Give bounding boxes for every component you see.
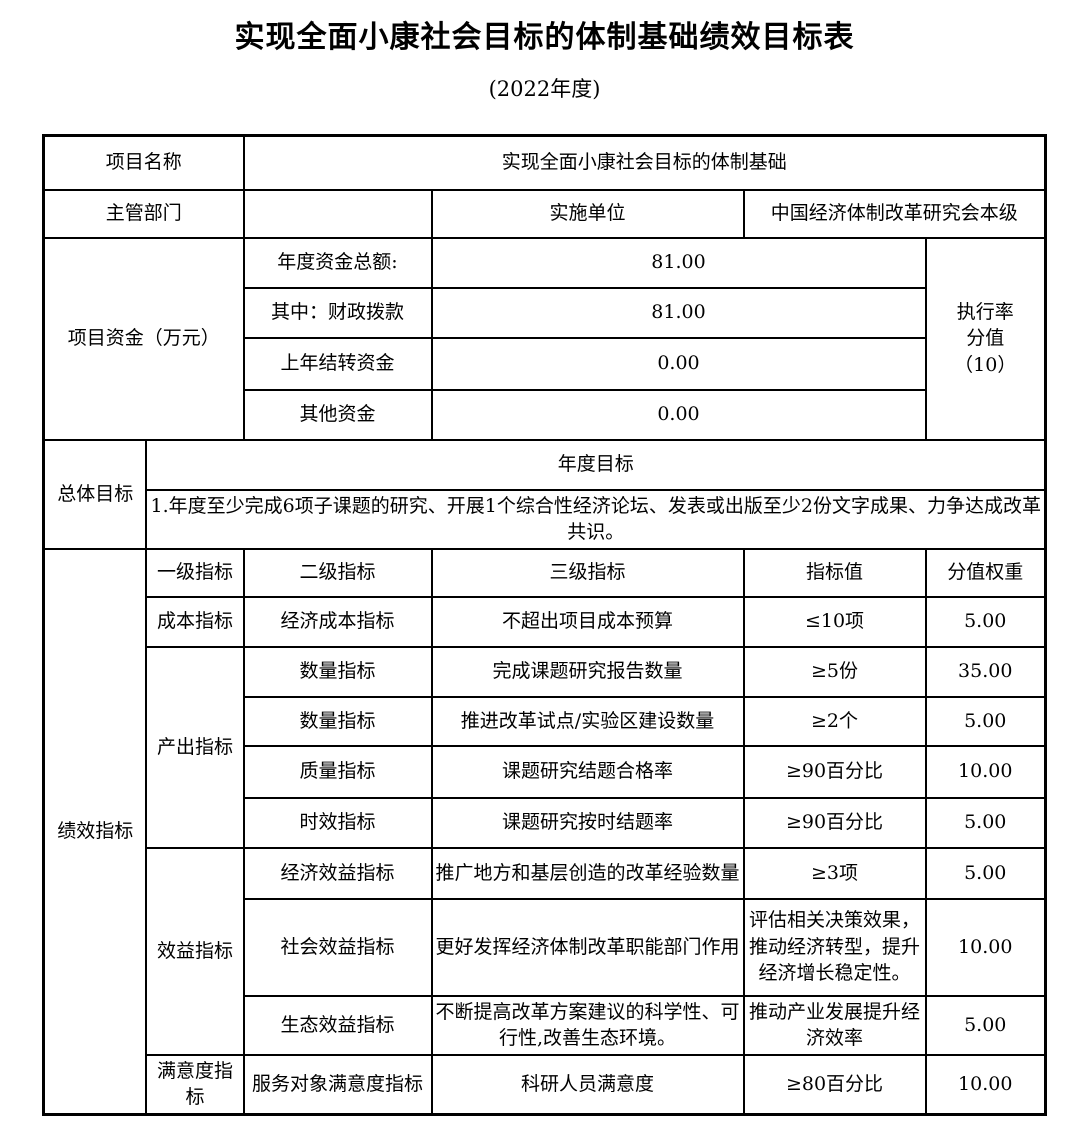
page-title: 实现全面小康社会目标的体制基础绩效目标表 — [234, 20, 855, 55]
value-cell: 推动产业发展提升经济效率 — [742, 994, 927, 1056]
header-level2: 二级指标 — [242, 547, 433, 598]
level3-cell: 课题研究按时结题率 — [430, 796, 745, 849]
indicator-row-output-1: 产出指标 数量指标 完成课题研究报告数量 ≥5份 35.00 — [43, 645, 1047, 849]
level1-cell: 产出指标 — [145, 645, 245, 849]
weight-cell: 35.00 — [924, 645, 1047, 698]
level3-cell: 推进改革试点/实验区建设数量 — [430, 695, 745, 747]
weight-cell: 10.00 — [924, 1053, 1047, 1116]
level1-cell: 成本指标 — [145, 595, 245, 648]
funding-carryover-label: 上年结转资金 — [242, 336, 433, 391]
funding-fiscal-label: 其中：财政拨款 — [242, 286, 433, 339]
impl-unit-label: 实施单位 — [430, 188, 745, 239]
performance-target-table: 项目名称 实现全面小康社会目标的体制基础 主管部门 实施单位 中国经济体制改革研… — [41, 134, 1048, 1117]
exec-rate-line3: （10） — [954, 353, 1017, 376]
level2-cell: 经济效益指标 — [242, 846, 433, 900]
level1-cell: 效益指标 — [145, 846, 245, 1056]
row-funding-carryover: 上年结转资金 0.00 — [43, 336, 1045, 391]
level1-cell: 满意度指标 — [145, 1053, 245, 1116]
level2-cell: 生态效益指标 — [242, 994, 433, 1056]
level2-cell: 社会效益指标 — [242, 897, 433, 997]
header-indicator-value: 指标值 — [742, 547, 927, 598]
value-cell: ≥80百分比 — [742, 1053, 927, 1116]
value-cell: ≥90百分比 — [742, 796, 927, 849]
value-cell: 评估相关决策效果，推动经济转型，提升经济增长稳定性。 — [742, 897, 927, 997]
funding-carryover-value: 0.00 — [430, 336, 927, 391]
annual-goal-text: 1.年度至少完成6项子课题的研究、开展1个综合性经济论坛、发表或出版至少2份文字… — [145, 488, 1047, 550]
header-level3: 三级指标 — [430, 547, 745, 598]
row-funding-fiscal: 其中：财政拨款 81.00 — [43, 286, 1045, 339]
indicator-row-output-4: 时效指标 课题研究按时结题率 ≥90百分比 5.00 — [43, 796, 1047, 849]
indicator-row-output-2: 数量指标 推进改革试点/实验区建设数量 ≥2个 5.00 — [43, 695, 1047, 747]
weight-cell: 10.00 — [924, 744, 1047, 799]
indicator-row-benefit-1: 效益指标 经济效益指标 推广地方和基层创造的改革经验数量 ≥3项 5.00 — [43, 846, 1047, 1056]
dept-label: 主管部门 — [42, 188, 245, 239]
overall-goal-label: 总体目标 — [42, 438, 148, 550]
row-annual-goal-header: 总体目标 年度目标 — [42, 438, 1047, 550]
header-weight: 分值权重 — [924, 547, 1047, 598]
dept-value — [242, 188, 433, 239]
exec-rate-line2: 分值 — [966, 327, 1005, 350]
page-subtitle: (2022年度) — [488, 77, 601, 101]
exec-rate-line1: 执行率 — [956, 300, 1014, 323]
weight-cell: 5.00 — [924, 796, 1047, 849]
level2-cell: 经济成本指标 — [242, 595, 433, 648]
row-indicator-headers: 绩效指标 一级指标 二级指标 三级指标 指标值 分值权重 — [42, 547, 1047, 1116]
indicator-row-satisfaction: 满意度指标 服务对象满意度指标 科研人员满意度 ≥80百分比 10.00 — [43, 1053, 1047, 1116]
funding-total-value: 81.00 — [430, 236, 927, 289]
value-cell: ≥90百分比 — [742, 744, 927, 799]
weight-cell: 5.00 — [924, 595, 1047, 648]
level2-cell: 数量指标 — [242, 695, 433, 747]
impl-unit-value: 中国经济体制改革研究会本级 — [742, 188, 1047, 239]
indicator-row-benefit-3: 生态效益指标 不断提高改革方案建议的科学性、可行性,改善生态环境。 推动产业发展… — [43, 994, 1047, 1056]
weight-cell: 5.00 — [924, 846, 1047, 900]
performance-indicator-label: 绩效指标 — [42, 547, 148, 1116]
indicator-row-output-3: 质量指标 课题研究结题合格率 ≥90百分比 10.00 — [43, 744, 1047, 799]
level3-cell: 更好发挥经济体制改革职能部门作用 — [430, 897, 745, 997]
header-level1: 一级指标 — [145, 547, 245, 598]
funding-total-label: 年度资金总额: — [242, 236, 433, 289]
funding-other-value: 0.00 — [430, 388, 927, 441]
exec-rate-score-cell: 执行率 分值 （10） — [924, 236, 1047, 441]
value-cell: ≥5份 — [742, 645, 927, 698]
value-cell: ≥2个 — [742, 695, 927, 747]
level3-cell: 不超出项目成本预算 — [430, 595, 745, 648]
row-annual-goal-text: 1.年度至少完成6项子课题的研究、开展1个综合性经济论坛、发表或出版至少2份文字… — [43, 488, 1047, 550]
project-name-value: 实现全面小康社会目标的体制基础 — [242, 134, 1047, 191]
value-cell: ≤10项 — [742, 595, 927, 648]
funding-fiscal-value: 81.00 — [430, 286, 927, 339]
level2-cell: 服务对象满意度指标 — [242, 1053, 433, 1116]
row-project-name: 项目名称 实现全面小康社会目标的体制基础 — [42, 134, 1047, 191]
level3-cell: 推广地方和基层创造的改革经验数量 — [430, 846, 745, 900]
indicator-row-cost: 成本指标 经济成本指标 不超出项目成本预算 ≤10项 5.00 — [43, 595, 1047, 648]
row-funding-other: 其他资金 0.00 — [43, 388, 1045, 441]
level2-cell: 时效指标 — [242, 796, 433, 849]
annual-goal-header: 年度目标 — [145, 438, 1047, 491]
indicator-row-benefit-2: 社会效益指标 更好发挥经济体制改革职能部门作用 评估相关决策效果，推动经济转型，… — [43, 897, 1047, 997]
level3-cell: 完成课题研究报告数量 — [430, 645, 745, 698]
level3-cell: 科研人员满意度 — [430, 1053, 745, 1116]
weight-cell: 5.00 — [924, 994, 1047, 1056]
level2-cell: 数量指标 — [242, 645, 433, 698]
level3-cell: 课题研究结题合格率 — [430, 744, 745, 799]
funding-other-label: 其他资金 — [242, 388, 433, 441]
level3-cell: 不断提高改革方案建议的科学性、可行性,改善生态环境。 — [430, 994, 745, 1056]
funding-section-label: 项目资金（万元） — [42, 236, 245, 441]
row-funding-total: 项目资金（万元） 年度资金总额: 81.00 执行率 分值 （10） — [42, 236, 1047, 441]
weight-cell: 10.00 — [924, 897, 1047, 997]
project-name-label: 项目名称 — [42, 134, 245, 191]
weight-cell: 5.00 — [924, 695, 1047, 747]
value-cell: ≥3项 — [742, 846, 927, 900]
level2-cell: 质量指标 — [242, 744, 433, 799]
row-departments: 主管部门 实施单位 中国经济体制改革研究会本级 — [42, 188, 1047, 239]
